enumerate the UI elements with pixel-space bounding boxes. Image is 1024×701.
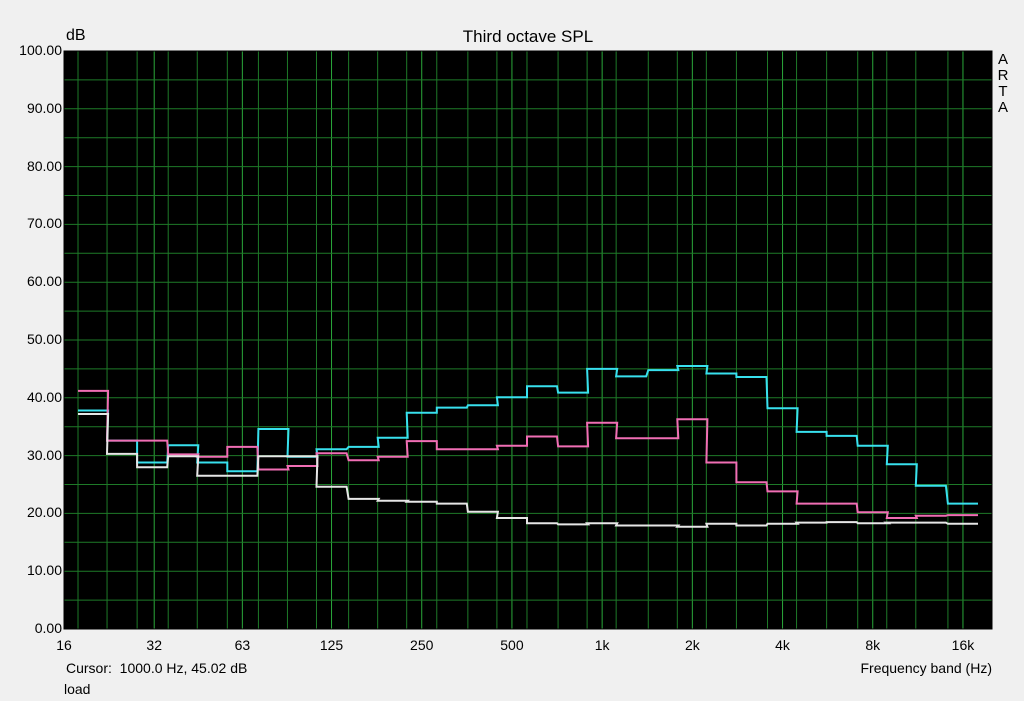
y-tick-label: 40.00 bbox=[26, 388, 62, 405]
y-tick-label: 60.00 bbox=[26, 273, 62, 290]
y-tick-label: 90.00 bbox=[26, 99, 62, 116]
y-tick-label: 0.00 bbox=[34, 620, 62, 636]
x-tick-label: 500 bbox=[500, 637, 524, 653]
x-tick-label: 2k bbox=[684, 637, 700, 653]
watermark-letter: T bbox=[998, 83, 1008, 100]
grid-lines bbox=[63, 50, 992, 630]
watermark-letter: A bbox=[997, 99, 1008, 116]
status-text: load bbox=[64, 681, 91, 697]
x-tick-label: 125 bbox=[319, 637, 344, 653]
y-tick-label: 80.00 bbox=[26, 157, 62, 174]
x-tick-label: 16 bbox=[56, 637, 72, 653]
y-tick-label: 30.00 bbox=[26, 446, 62, 463]
y-tick-label: 100.00 bbox=[19, 42, 62, 58]
chart-title: Third octave SPL bbox=[462, 27, 594, 46]
data-series bbox=[78, 365, 978, 528]
x-tick-label: 1k bbox=[594, 637, 610, 653]
x-tick-label: 63 bbox=[234, 637, 251, 653]
series-line-3 bbox=[78, 413, 978, 528]
x-tick-label: 16k bbox=[951, 637, 975, 653]
plot-frame bbox=[63, 50, 993, 630]
series-line-2 bbox=[78, 389, 978, 519]
x-tick-label: 4k bbox=[775, 637, 790, 653]
y-tick-label: 70.00 bbox=[26, 215, 62, 232]
y-tick-label: 50.00 bbox=[26, 331, 62, 347]
x-axis-label: Frequency band (Hz) bbox=[860, 660, 992, 676]
series-line-1 bbox=[78, 365, 978, 505]
cursor-readout: Cursor: 1000.0 Hz, 45.02 dB bbox=[66, 660, 248, 676]
x-tick-label: 250 bbox=[410, 637, 434, 653]
y-tick-label: 10.00 bbox=[26, 562, 62, 579]
x-tick-label: 32 bbox=[146, 637, 162, 653]
watermark-letter: R bbox=[997, 67, 1009, 84]
y-tick-label: 20.00 bbox=[26, 504, 62, 521]
y-axis-unit-label: dB bbox=[66, 27, 86, 44]
x-tick-label: 8k bbox=[865, 637, 881, 653]
watermark-letter: A bbox=[997, 51, 1008, 68]
